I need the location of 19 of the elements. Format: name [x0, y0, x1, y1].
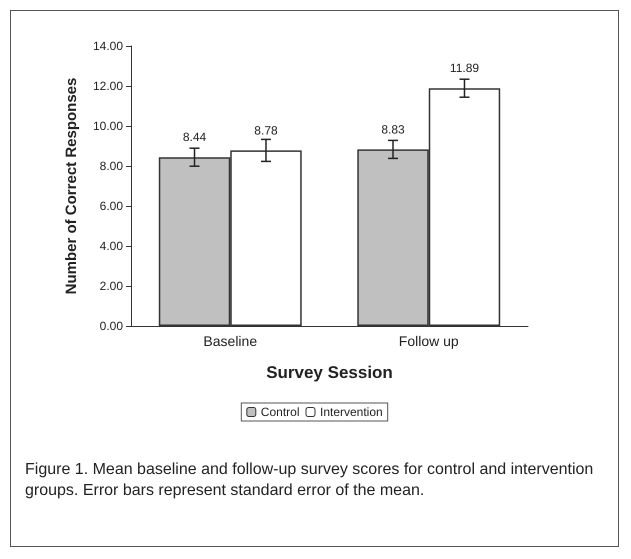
- y-tick-label: 14.00: [92, 39, 124, 53]
- data-label: 11.89: [450, 61, 480, 76]
- x-tick-label: Follow up: [398, 333, 459, 349]
- y-tick-label: 0.00: [100, 319, 124, 333]
- caption: Figure 1. Mean baseline and follow-up survey scores for control and intervention groups. Error bars represent standard error of the mean.: [25, 460, 594, 501]
- x-axis-title: Survey Session: [266, 363, 393, 382]
- y-tick-label: 8.00: [100, 159, 124, 173]
- data-label: 8.44: [182, 130, 207, 144]
- y-tick-label: 12.00: [92, 79, 124, 93]
- y-tick-label: 2.00: [100, 279, 124, 293]
- data-label: 8.78: [254, 123, 278, 138]
- y-axis-title: Number of Correct Responses: [63, 78, 80, 294]
- data-label: 8.83: [381, 122, 406, 136]
- y-tick-label: 10.00: [92, 119, 124, 133]
- legend-label: Intervention: [320, 405, 383, 419]
- x-tick-label: Baseline: [203, 333, 258, 349]
- y-tick-label: 4.00: [100, 239, 124, 253]
- legend-label: Control: [260, 405, 300, 419]
- y-tick-label: 6.00: [100, 199, 124, 213]
